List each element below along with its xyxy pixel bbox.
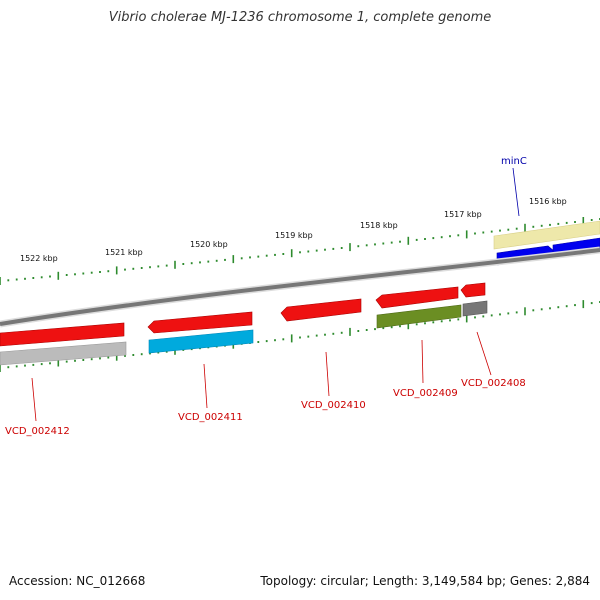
olive-feature-vcd002409[interactable] — [376, 304, 462, 329]
kbp-label: 1516 kbp — [529, 197, 567, 206]
callout-line-vcd002412 — [31, 377, 37, 422]
topology-text: Topology: circular; Length: 3,149,584 bp… — [260, 574, 590, 588]
callout-line-minc — [512, 167, 520, 217]
cyan-feature-vcd002411[interactable] — [148, 329, 254, 354]
gene-arrow-vcd002408-top[interactable] — [460, 282, 486, 298]
kbp-label: 1521 kbp — [105, 248, 143, 257]
kbp-label: 1519 kbp — [275, 231, 313, 240]
callout-line-vcd002411 — [203, 363, 208, 409]
gene-label-vcd002408[interactable]: VCD_002408 — [461, 378, 526, 389]
gene-label-vcd002411[interactable]: VCD_002411 — [178, 412, 243, 423]
upper-tick-track — [0, 217, 600, 285]
accession-text: Accession: NC_012668 — [9, 574, 146, 588]
callout-line-vcd002409 — [421, 339, 424, 384]
gene-arrow-vcd002410[interactable] — [280, 298, 362, 322]
kbp-labels: 1522 kbp 1521 kbp 1520 kbp 1519 kbp 1518… — [20, 197, 567, 263]
gene-arrow-vcd002409-top[interactable] — [375, 286, 459, 309]
gene-label-vcd002412[interactable]: VCD_002412 — [5, 426, 70, 437]
genome-backbone-core — [0, 248, 600, 326]
gray-feature-vcd002408[interactable] — [462, 300, 488, 317]
kbp-label: 1520 kbp — [190, 240, 228, 249]
gene-arrow-vcd002412-top[interactable] — [0, 322, 125, 347]
kbp-label: 1522 kbp — [20, 254, 58, 263]
map-title: Vibrio cholerae MJ-1236 chromosome 1, co… — [108, 10, 492, 25]
gene-arrow-vcd002411-top[interactable] — [147, 311, 253, 334]
gene-label-vcd002409[interactable]: VCD_002409 — [393, 388, 458, 399]
pale-feature[interactable] — [493, 220, 600, 250]
callout-line-vcd002408 — [476, 331, 492, 376]
callout-line-vcd002410 — [325, 351, 330, 397]
gene-label-vcd002410[interactable]: VCD_002410 — [301, 400, 366, 411]
lower-tick-track — [0, 300, 600, 372]
kbp-label: 1517 kbp — [444, 210, 482, 219]
lightgray-feature-vcd002412[interactable] — [0, 341, 127, 366]
gene-label-minc[interactable]: minC — [501, 156, 527, 167]
kbp-label: 1518 kbp — [360, 221, 398, 230]
